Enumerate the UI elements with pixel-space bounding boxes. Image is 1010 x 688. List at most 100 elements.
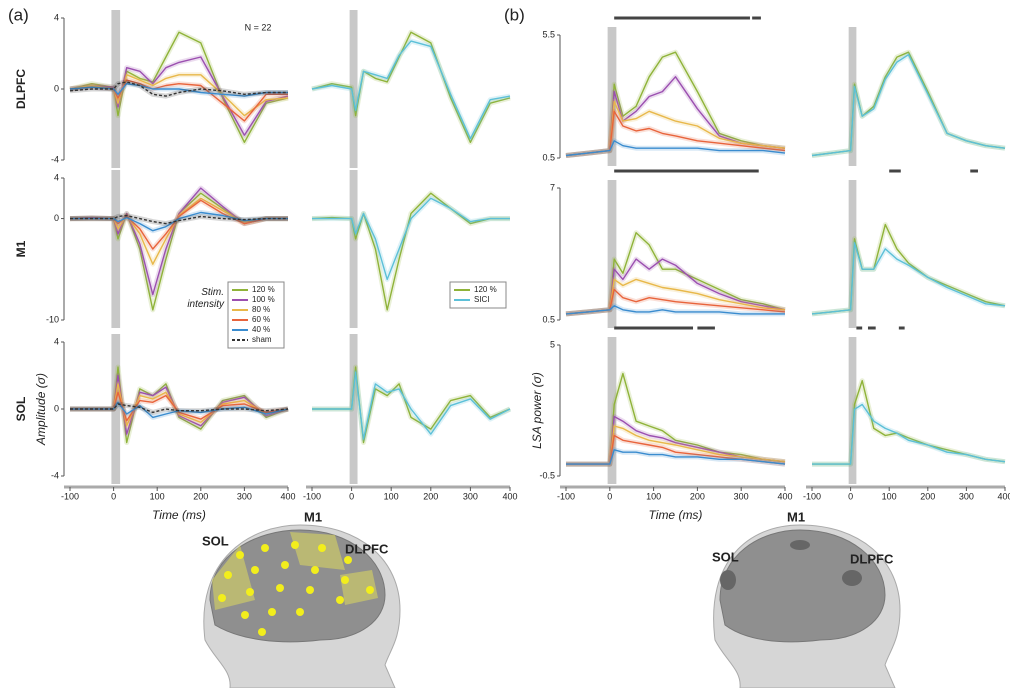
y-tick-label: 5	[550, 339, 555, 349]
x-tick-label: 300	[237, 491, 252, 501]
series-line	[69, 83, 288, 97]
legend-label: SICI	[474, 295, 490, 304]
y-tick-label: 0	[54, 83, 59, 93]
series-band	[812, 402, 1006, 467]
series-line	[70, 401, 289, 419]
stimulus-window	[349, 170, 358, 328]
series-band	[70, 401, 289, 415]
x-tick-label: 400	[997, 491, 1010, 501]
brain-label: M1	[304, 509, 322, 524]
x-tick-label: 100	[646, 491, 661, 501]
series-band	[565, 49, 786, 158]
series-line	[70, 197, 288, 265]
row-label: DLPFC	[14, 69, 28, 109]
series-line	[70, 211, 288, 232]
series-band	[312, 369, 512, 442]
stimulus-window	[111, 334, 121, 484]
x-tick-label: -100	[557, 491, 575, 501]
x-tick-label: 0	[607, 491, 612, 501]
series-line	[812, 403, 1006, 465]
x-tick-label: 0	[349, 491, 354, 501]
x-tick-label: 300	[959, 491, 974, 501]
x-tick-label: 100	[384, 491, 399, 501]
stimulus-window	[111, 10, 121, 168]
legend-label: 120 %	[252, 285, 275, 294]
stimulus-window	[349, 334, 358, 484]
legend-label: 120 %	[474, 285, 497, 294]
y-tick-label: 7	[550, 182, 555, 192]
x-tick-label: 400	[280, 491, 295, 501]
y-tick-label: 0	[54, 403, 59, 413]
x-tick-label: 400	[502, 491, 517, 501]
series-line	[70, 199, 288, 250]
x-tick-label: 200	[920, 491, 935, 501]
stimulus-window	[848, 27, 857, 166]
y-tick-label: 0	[54, 213, 59, 223]
series-band	[70, 195, 288, 267]
brain-label: DLPFC	[345, 541, 389, 556]
legend-label: sham	[252, 335, 272, 344]
stimulus-window	[349, 10, 358, 168]
x-tick-label: 100	[150, 491, 165, 501]
series-line	[566, 449, 786, 465]
legend-label: 60 %	[252, 315, 270, 324]
x-axis-label: Time (ms)	[152, 508, 206, 522]
series-band	[70, 197, 288, 252]
y-axis-label: Amplitude (σ)	[34, 373, 48, 446]
series-line	[69, 187, 288, 296]
legend-title: Stim. intensity	[187, 287, 225, 310]
series-line	[565, 51, 786, 157]
brain-label: DLPFC	[850, 551, 894, 566]
x-tick-label: 300	[734, 491, 749, 501]
stimulus-window	[848, 337, 857, 484]
brain-label: SOL	[712, 549, 739, 564]
row-label: SOL	[14, 397, 28, 422]
y-tick-label: 4	[54, 336, 59, 346]
series-band	[811, 49, 1006, 158]
brain-right: SOL M1 DLPFC	[712, 509, 901, 688]
series-line	[70, 214, 288, 225]
x-tick-label: -100	[61, 491, 79, 501]
y-tick-label: -4	[51, 470, 59, 480]
x-tick-label: 200	[690, 491, 705, 501]
annotation: N = 22	[245, 22, 272, 32]
panel-label: (a)	[8, 5, 29, 24]
y-tick-label: -10	[46, 314, 59, 324]
series-line	[565, 288, 786, 315]
y-tick-label: 5.5	[542, 29, 555, 39]
x-tick-label: 0	[848, 491, 853, 501]
series-band	[311, 38, 511, 142]
x-tick-label: -100	[803, 491, 821, 501]
y-tick-label: -4	[51, 154, 59, 164]
stimulus-window	[848, 180, 857, 328]
panel-label: (b)	[504, 5, 525, 24]
legend-label: 100 %	[252, 295, 275, 304]
stimulus-window	[607, 337, 617, 484]
series-line	[565, 140, 786, 157]
y-tick-label: 4	[54, 12, 59, 22]
y-tick-label: 0.5	[542, 152, 555, 162]
stimulus-window	[607, 27, 617, 166]
legend-box	[449, 281, 507, 309]
series-band	[69, 185, 288, 298]
series-line	[565, 305, 785, 315]
y-tick-label: -0.5	[539, 470, 555, 480]
y-tick-label: 0.5	[542, 314, 555, 324]
series-line	[812, 380, 1006, 465]
series-line	[70, 391, 289, 422]
series-line	[565, 110, 786, 157]
series-line	[811, 51, 1006, 157]
x-tick-label: 0	[111, 491, 116, 501]
series-band	[812, 378, 1006, 467]
stimulus-window	[111, 170, 121, 328]
x-axis-label: Time (ms)	[649, 508, 703, 522]
x-tick-label: -100	[303, 491, 321, 501]
series-line	[312, 371, 511, 440]
series-line	[811, 242, 1006, 315]
series-line	[311, 40, 511, 140]
y-tick-label: 4	[54, 172, 59, 182]
series-band	[811, 240, 1006, 317]
x-tick-label: 200	[193, 491, 208, 501]
brain-label: M1	[787, 509, 805, 524]
